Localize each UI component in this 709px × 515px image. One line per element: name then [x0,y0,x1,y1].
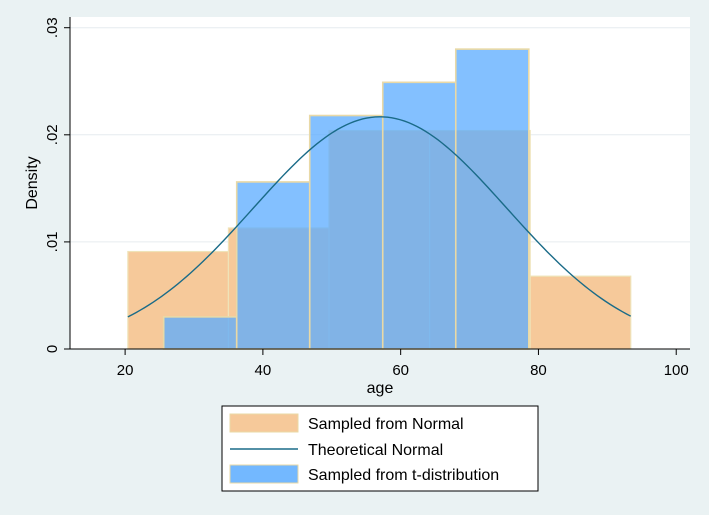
x-tick-label-3: 80 [530,362,547,379]
y-axis-title: Density [24,156,41,209]
t-bar-2 [308,114,384,350]
y-axis-ticks: 0 .01 .02 .03 [44,17,70,353]
x-tick-label-1: 40 [255,362,272,379]
t-bar-1 [235,181,311,350]
legend-label-normal: Sampled from Normal [308,416,464,433]
t-distribution-histogram [162,48,530,350]
t-bar-4 [454,48,530,350]
legend-label-t: Sampled from t-distribution [308,467,499,484]
theoretical-normal-curve [127,116,632,318]
normal-bar-4 [529,275,632,350]
x-axis-title: age [367,380,394,397]
legend: Sampled from Normal Theoretical Normal S… [221,405,539,492]
x-axis-ticks: 20 40 60 80 100 [117,349,689,379]
legend-swatch-t [229,464,299,484]
t-bar-3 [381,81,457,350]
y-tick-label-1: .01 [44,231,61,252]
y-tick-label-3: .03 [44,17,61,38]
x-tick-label-4: 100 [664,362,689,379]
x-tick-label-0: 20 [117,362,134,379]
t-bar-0 [162,316,238,350]
y-tick-label-0: 0 [44,345,61,353]
axes [69,17,690,350]
y-tick-label-2: .02 [44,124,61,145]
legend-label-theoretical: Theoretical Normal [308,442,443,459]
x-tick-label-2: 60 [392,362,409,379]
legend-swatch-normal [229,413,299,433]
